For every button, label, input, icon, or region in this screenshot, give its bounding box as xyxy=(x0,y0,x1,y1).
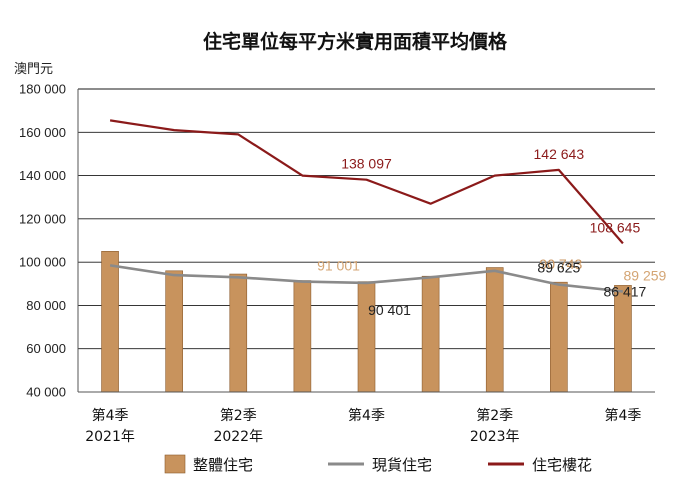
y-tick-label: 80 000 xyxy=(26,298,66,313)
y-tick-label: 120 000 xyxy=(19,211,66,226)
x-tick-label: 第4季 xyxy=(348,407,385,424)
x-tick-label: 第4季 xyxy=(604,407,641,424)
data-label: 89 259 xyxy=(624,267,667,283)
data-label: 90 743 xyxy=(539,256,582,272)
y-tick-label: 180 000 xyxy=(19,82,66,97)
bar xyxy=(229,273,248,393)
bar xyxy=(550,281,568,393)
y-tick-label: 160 000 xyxy=(19,125,66,140)
bar xyxy=(357,281,376,393)
bar xyxy=(421,275,440,393)
x-tick-label: 2022年 xyxy=(213,429,263,445)
y-axis-unit: 澳門元 xyxy=(14,61,53,77)
x-tick-label: 第4季 xyxy=(92,407,129,424)
x-tick-label: 第2季 xyxy=(220,407,257,424)
bar xyxy=(614,285,632,393)
data-label: 86 417 xyxy=(604,284,647,300)
y-tick-label: 100 000 xyxy=(19,255,66,270)
legend-label: 住宅樓花 xyxy=(532,456,592,474)
y-tick-label: 40 000 xyxy=(26,385,66,400)
y-tick-label: 60 000 xyxy=(26,341,66,356)
bar xyxy=(165,270,183,393)
data-label: 138 097 xyxy=(341,156,392,172)
chart-title: 住宅單位每平方米實用面積平均價格 xyxy=(203,30,508,53)
y-tick-label: 140 000 xyxy=(19,168,66,183)
bar xyxy=(101,251,119,393)
bar xyxy=(293,280,312,393)
series-line-1 xyxy=(109,264,624,293)
data-label: 91 001 xyxy=(317,258,360,274)
legend-swatch-bar xyxy=(164,454,186,474)
series-line-2 xyxy=(109,119,624,245)
x-tick-label: 2023年 xyxy=(470,429,520,445)
data-label: 89 625 xyxy=(537,260,580,276)
data-label: 108 645 xyxy=(590,219,641,235)
data-label: 90 401 xyxy=(368,302,411,318)
data-label: 142 643 xyxy=(534,146,585,162)
x-tick-label: 2021年 xyxy=(85,429,135,445)
x-tick-label: 第2季 xyxy=(476,407,513,424)
bar xyxy=(485,267,504,393)
legend-label: 整體住宅 xyxy=(193,456,253,474)
legend-label: 現貨住宅 xyxy=(372,456,432,474)
